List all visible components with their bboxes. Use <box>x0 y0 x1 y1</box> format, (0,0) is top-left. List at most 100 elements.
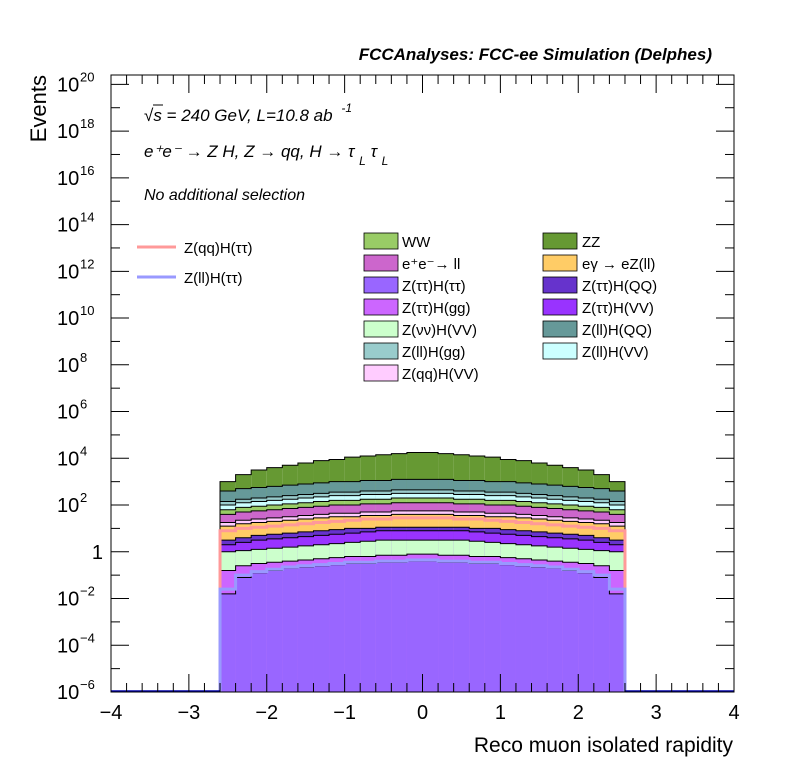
legend-swatch-z-h-qq <box>542 276 578 294</box>
legend-label: ZZ <box>582 234 600 251</box>
legend-label: e⁺e⁻→ ll <box>402 256 460 273</box>
y-tick-exponent: 8 <box>80 350 87 365</box>
bar-z-h-5 <box>297 566 314 692</box>
y-tick-label: 10 <box>57 682 79 704</box>
legend-swatch-z-h-vv <box>363 320 399 338</box>
legend-swatch-z-ll-h-vv <box>542 342 578 360</box>
x-tick-label: 0 <box>417 702 428 724</box>
bar-z-h-7 <box>329 564 345 692</box>
y-tick-exponent: 12 <box>80 256 94 271</box>
energy-superscript: -1 <box>341 101 352 115</box>
y-tick-exponent: −2 <box>80 584 95 599</box>
process-tau-2: τ <box>371 142 379 161</box>
legend-swatch-z-h-gg <box>363 298 399 316</box>
bar-z-h-18 <box>500 564 516 692</box>
legend-swatch-z-qq-h-vv <box>363 364 399 382</box>
y-tick-label: 10 <box>57 74 79 96</box>
selection-annotation: No additional selection <box>144 187 305 204</box>
y-tick-exponent: 16 <box>80 163 94 178</box>
y-tick-exponent: 6 <box>80 397 87 412</box>
legend-label: Z(ll)H(ττ) <box>184 270 243 287</box>
bar-z-h-22 <box>562 570 579 692</box>
bar-z-h-19 <box>515 565 532 692</box>
bar-z-h-11 <box>391 562 407 692</box>
process-annotation: e⁺e⁻ → Z H, Z → qq, H → τ L τ L <box>144 142 388 169</box>
y-tick-exponent: −4 <box>80 630 95 645</box>
y-tick-exponent: 2 <box>80 490 87 505</box>
outline-e-e-ll <box>219 502 626 692</box>
y-tick-exponent: 4 <box>80 443 87 458</box>
bar-z-h-25 <box>609 593 625 692</box>
legend-label: Z(qq)H(VV) <box>402 366 479 383</box>
legend-swatch-e-ez-ll <box>542 254 578 272</box>
legend-swatch-zz <box>542 232 578 250</box>
bar-z-h-1 <box>235 577 252 692</box>
signal-lines-layer <box>111 516 734 692</box>
legend-label: eγ → eZ(ll) <box>582 256 655 273</box>
bar-z-h-21 <box>547 568 563 692</box>
legend-label: Z(ττ)H(VV) <box>582 300 654 317</box>
legend-swatch-z-h-vv <box>542 298 578 316</box>
legend-label: Z(ll)H(QQ) <box>582 322 652 339</box>
x-tick-label: −4 <box>100 702 123 724</box>
signal-line-z-qq-h <box>218 516 627 692</box>
energy-annotation: √s = 240 GeV, L=10.8 ab -1 <box>144 101 352 125</box>
y-tick-exponent: −6 <box>80 677 95 692</box>
stack-layer <box>219 451 626 692</box>
y-tick-label: 10 <box>57 635 79 657</box>
y-tick-label: 1 <box>92 542 103 564</box>
outline-z-qq-h-vv <box>219 510 626 692</box>
y-tick-label: 10 <box>57 215 79 237</box>
bar-z-h-9 <box>360 563 376 692</box>
legend-label: Z(ll)H(VV) <box>582 344 649 361</box>
legend-label: Z(ττ)H(gg) <box>402 300 471 317</box>
y-tick-label: 10 <box>57 448 79 470</box>
outline-z-h-qq <box>219 526 626 692</box>
y-tick-exponent: 18 <box>80 116 94 131</box>
x-tick-label: 4 <box>728 702 739 724</box>
bar-z-h-16 <box>469 563 485 692</box>
process-text: e⁺e⁻ → Z H, Z → qq, H → τ <box>144 142 356 161</box>
legend-label: Z(ll)H(gg) <box>402 344 465 361</box>
legend-swatch-z-h <box>363 276 399 294</box>
outline-e-ez-ll <box>219 513 626 692</box>
y-tick-label: 10 <box>57 168 79 190</box>
bar-z-h-20 <box>531 566 548 692</box>
x-tick-label: −3 <box>177 702 200 724</box>
y-axis-label: Events <box>26 75 51 142</box>
legend-label: WW <box>402 234 431 251</box>
y-tick-label: 10 <box>57 121 79 143</box>
y-tick-label: 10 <box>57 355 79 377</box>
bar-z-h-14 <box>438 562 454 692</box>
legend-label: Z(ττ)H(ττ) <box>402 278 466 295</box>
bar-z-h-15 <box>453 562 470 692</box>
x-tick-label: 1 <box>495 702 506 724</box>
bar-z-h-24 <box>593 577 610 692</box>
y-tick-label: 10 <box>57 308 79 330</box>
bar-z-h-6 <box>313 565 330 692</box>
outline-z-h-gg <box>219 553 626 692</box>
x-tick-label: −1 <box>333 702 356 724</box>
legend: Z(qq)H(ττ) Z(ll)H(ττ) WW e⁺e⁻→ ll Z(ττ)H(ττ)… <box>137 232 657 383</box>
legend-swatch-e-e-ll <box>363 254 399 272</box>
bar-z-h-4 <box>282 568 298 692</box>
bar-z-h-12 <box>406 561 423 692</box>
outline-z-ll-h-qq <box>219 478 626 692</box>
outline-z-ll-h-gg <box>219 489 626 692</box>
y-tick-exponent: 20 <box>80 69 94 84</box>
y-tick-label: 10 <box>57 402 79 424</box>
y-tick-label: 10 <box>57 495 79 517</box>
bar-z-h-8 <box>344 563 361 692</box>
y-tick-label: 10 <box>57 589 79 611</box>
bar-z-h-0 <box>220 593 236 692</box>
process-subscript-2: L <box>382 154 389 168</box>
x-tick-label: −2 <box>255 702 278 724</box>
signal-line-z-ll-h <box>218 558 627 692</box>
y-tick-exponent: 14 <box>80 210 94 225</box>
chart-title: FCCAnalyses: FCC-ee Simulation (Delphes) <box>359 45 713 64</box>
outline-z-h-vv <box>219 539 626 692</box>
outline-z-ll-h-vv <box>219 492 626 692</box>
legend-label: Z(νν)H(VV) <box>402 322 477 339</box>
